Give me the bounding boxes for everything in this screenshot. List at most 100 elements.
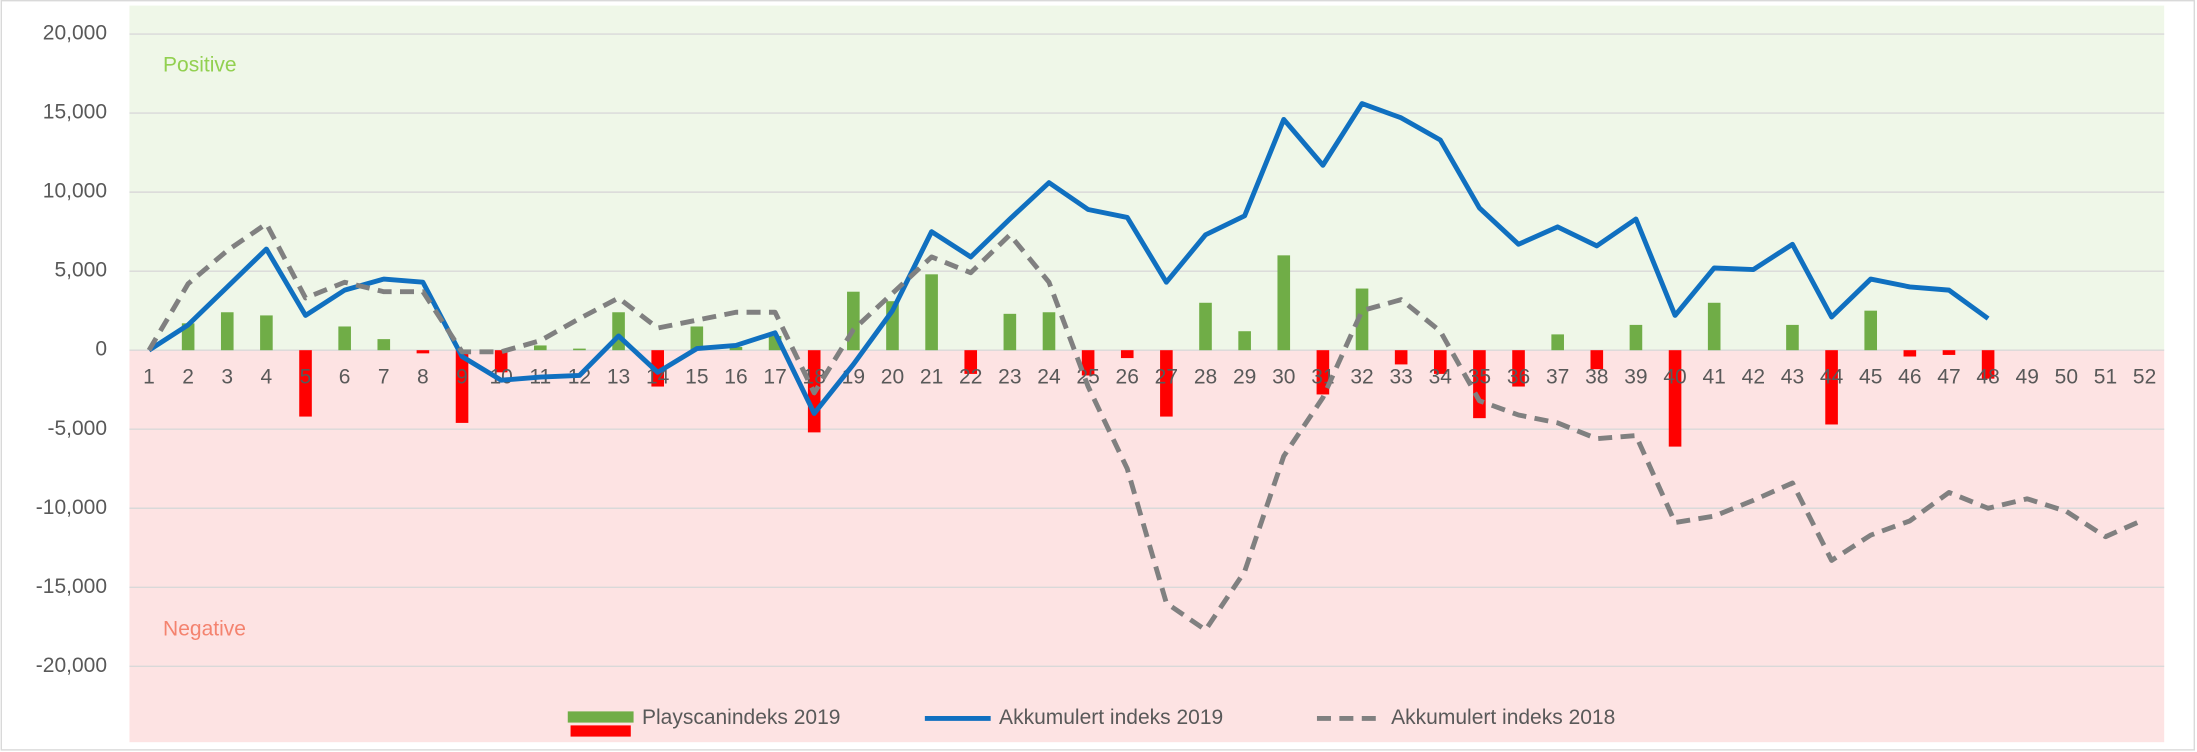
bar — [1707, 302, 1721, 351]
x-tick-label: 8 — [417, 366, 429, 389]
bar — [964, 350, 978, 374]
bar — [1238, 331, 1251, 351]
x-tick-label: 1 — [143, 366, 155, 389]
negative-zone — [129, 350, 2165, 743]
legend-label: Playscanindeks 2019 — [642, 706, 840, 729]
legend-swatch — [570, 725, 631, 737]
bar — [1864, 310, 1878, 351]
legend-label: Akkumulert indeks 2019 — [999, 706, 1223, 729]
x-tick-label: 32 — [1350, 366, 1373, 389]
x-tick-label: 47 — [1937, 366, 1960, 389]
x-tick-label: 4 — [261, 366, 273, 389]
bar — [1355, 288, 1369, 351]
line — [146, 221, 2146, 633]
bar — [925, 274, 938, 351]
bar — [220, 312, 234, 351]
x-tick-label: 5 — [300, 366, 312, 389]
x-tick-label: 50 — [2055, 366, 2078, 389]
bar — [1042, 312, 1056, 351]
bar — [1786, 324, 1799, 351]
x-tick-label: 9 — [456, 366, 468, 389]
x-tick-label: 22 — [959, 366, 982, 389]
x-tick-label: 7 — [378, 366, 390, 389]
bar — [1981, 350, 1995, 379]
x-tick-label: 27 — [1155, 366, 1178, 389]
y-tick-label: 15,000 — [43, 101, 107, 124]
bar — [1512, 350, 1525, 387]
x-tick-label: 49 — [2016, 366, 2039, 389]
bar — [729, 347, 743, 351]
y-tick-label: -20,000 — [36, 654, 107, 677]
line — [147, 101, 1990, 416]
bar — [1120, 350, 1134, 359]
bar — [612, 312, 625, 351]
y-tick-label: 10,000 — [43, 180, 107, 203]
bar — [377, 339, 391, 351]
bar — [1668, 350, 1682, 447]
x-tick-label: 24 — [1037, 366, 1061, 389]
x-tick-label: 34 — [1429, 366, 1453, 389]
bar — [1903, 350, 1917, 357]
x-tick-label: 23 — [998, 366, 1021, 389]
y-tick-label: 0 — [95, 338, 107, 361]
x-tick-label: 21 — [920, 366, 943, 389]
x-tick-label: 52 — [2133, 366, 2156, 389]
bar — [1277, 255, 1291, 351]
x-tick-label: 6 — [339, 366, 351, 389]
bar — [1199, 302, 1212, 351]
zone-label: Positive — [163, 53, 237, 76]
bar — [455, 350, 469, 423]
x-tick-label: 48 — [1976, 366, 1999, 389]
bar — [1316, 350, 1330, 395]
bar — [1081, 350, 1095, 376]
x-tick-label: 41 — [1703, 366, 1726, 389]
positive-zone — [129, 5, 2165, 351]
bar — [1003, 313, 1017, 351]
x-tick-label: 39 — [1624, 366, 1647, 389]
bar — [651, 350, 664, 387]
bar — [1160, 350, 1173, 417]
legend-swatch — [567, 711, 634, 723]
bar — [1629, 324, 1643, 351]
x-tick-label: 33 — [1389, 366, 1412, 389]
bar — [573, 348, 586, 351]
y-tick-label: 20,000 — [43, 22, 107, 45]
x-tick-label: 25 — [1076, 366, 1099, 389]
y-tick-label: -15,000 — [36, 575, 107, 598]
bar — [338, 326, 351, 351]
bar — [299, 350, 312, 417]
x-tick-label: 43 — [1781, 366, 1804, 389]
x-tick-label: 29 — [1233, 366, 1256, 389]
bar — [1825, 350, 1838, 425]
bar — [1551, 334, 1564, 351]
x-tick-label: 40 — [1663, 366, 1686, 389]
x-tick-label: 15 — [685, 366, 708, 389]
bar — [181, 323, 195, 351]
bar — [1394, 350, 1408, 365]
bar — [260, 315, 273, 351]
bar — [494, 350, 508, 373]
y-tick-label: -10,000 — [36, 496, 107, 519]
bar — [416, 350, 430, 354]
zone-label: Negative — [163, 618, 246, 641]
x-tick-label: 46 — [1898, 366, 1921, 389]
legend-label: Akkumulert indeks 2018 — [1391, 706, 1615, 729]
x-tick-label: 36 — [1507, 366, 1530, 389]
x-tick-label: 10 — [489, 366, 512, 389]
x-tick-label: 18 — [803, 366, 826, 389]
x-tick-label: 13 — [607, 366, 630, 389]
y-tick-label: -5,000 — [47, 417, 107, 440]
x-tick-label: 38 — [1585, 366, 1608, 389]
x-tick-label: 44 — [1820, 366, 1844, 389]
x-tick-label: 35 — [1468, 366, 1491, 389]
x-tick-label: 2 — [182, 366, 194, 389]
x-tick-label: 37 — [1546, 366, 1569, 389]
x-tick-label: 51 — [2094, 366, 2117, 389]
x-tick-label: 26 — [1116, 366, 1139, 389]
bar — [1942, 350, 1956, 355]
bar — [534, 345, 547, 351]
x-tick-label: 20 — [881, 366, 904, 389]
